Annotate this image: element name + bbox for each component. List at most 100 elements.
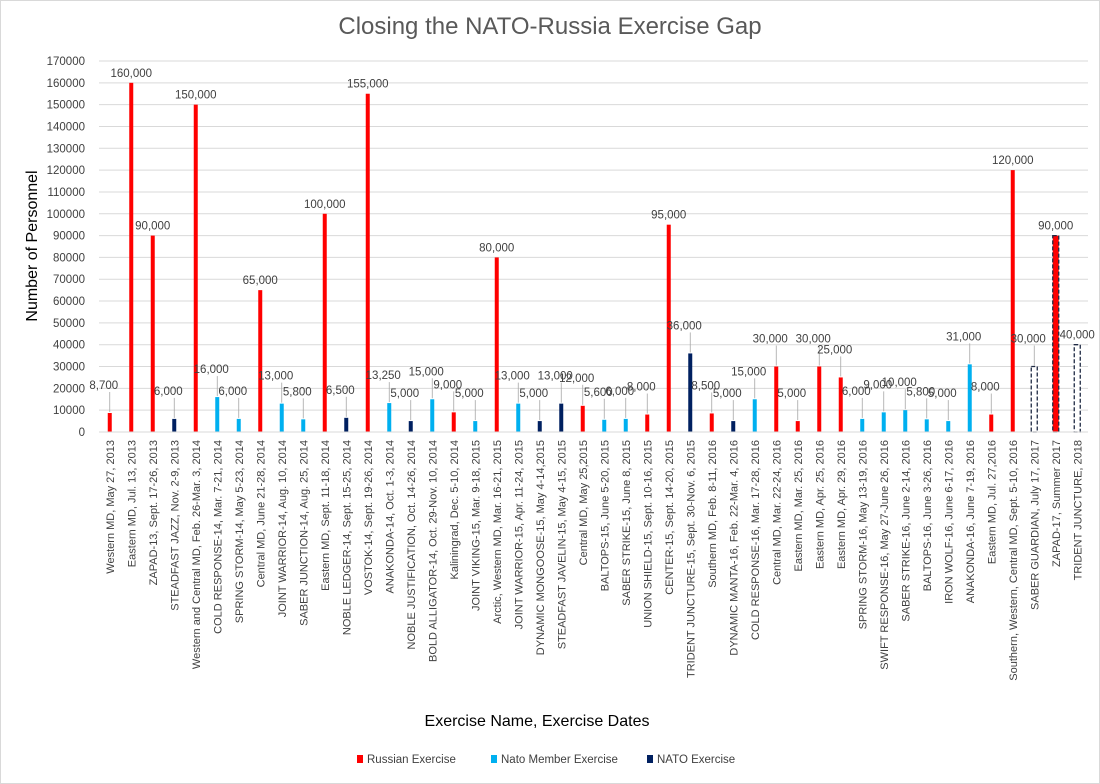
- y-tick-label: 140000: [47, 121, 85, 133]
- data-label: 100,000: [304, 199, 346, 211]
- bar: [322, 213, 327, 432]
- y-tick-label: 40000: [53, 340, 85, 352]
- data-label: 15,000: [731, 366, 766, 378]
- data-label: 150,000: [175, 90, 217, 102]
- bar: [688, 353, 693, 432]
- x-tick-label: ZAPAD-17, Summer 2017: [1051, 440, 1063, 567]
- bar: [559, 403, 564, 432]
- x-tick-label: CENTER-15, Sept. 14-20, 2015: [664, 440, 676, 595]
- data-label: 5,800: [283, 386, 312, 398]
- x-tick-label: SWIFT RESPONSE-16, May 27-June 26, 2016: [879, 440, 891, 670]
- y-tick-label: 100000: [47, 209, 85, 221]
- y-tick-label: 10000: [53, 405, 85, 417]
- data-label: 8,000: [971, 382, 1000, 394]
- data-label: 6,000: [605, 386, 634, 398]
- x-tick-label: SABER STRIKE-15, June 8, 2015: [621, 440, 633, 606]
- x-tick-label: SABER JUNCTION-14, Aug. 25, 2014: [298, 440, 310, 626]
- bar: [537, 421, 542, 432]
- y-tick-label: 160000: [47, 78, 85, 90]
- x-tick-label: Eastern MD, Mar. 25, 2016: [793, 440, 805, 571]
- data-label: 30,000: [753, 334, 788, 346]
- bar: [473, 421, 478, 432]
- data-label: 5,600: [584, 387, 613, 399]
- bar: [817, 366, 822, 432]
- x-tick-label: Southern MD, Feb. 8-11, 2016: [707, 440, 719, 588]
- x-tick-label: STEADFAST JAVELIN-15, May 4-15, 2015: [556, 440, 568, 649]
- bar: [494, 257, 499, 432]
- x-tick-label: ANAKONDA-14, Oct. 1-3, 2014: [384, 440, 396, 593]
- bar: [1073, 344, 1081, 433]
- bar: [645, 414, 650, 432]
- bar: [365, 93, 370, 432]
- bar: [215, 397, 220, 432]
- x-tick-label: Central MD, June 21-28, 2014: [255, 440, 267, 587]
- legend-swatch: [647, 755, 653, 763]
- data-label: 120,000: [992, 155, 1034, 167]
- x-tick-label: ANAKONDA-16, June 7-19, 2016: [965, 440, 977, 603]
- data-label: 6,500: [326, 385, 355, 397]
- x-tick-label: BOLD ALLIGATOR-14, Oct. 29-Nov. 10, 2014: [427, 440, 439, 662]
- x-tick-label: Eastern MD, Sept. 11-18, 2014: [320, 440, 332, 591]
- bar: [731, 421, 736, 432]
- data-label: 8,700: [89, 380, 118, 392]
- bar: [709, 413, 714, 432]
- y-tick-label: 30000: [53, 362, 85, 374]
- bar: [172, 418, 177, 432]
- x-axis-title: Exercise Name, Exercise Dates: [425, 713, 650, 730]
- bar: [236, 418, 241, 432]
- y-tick-label: 0: [79, 427, 85, 439]
- x-tick-label: JOINT VIKING-15, Mar. 9-18, 2015: [470, 440, 482, 611]
- y-axis-ticks: 0 10000 20000 30000 40000 50000 60000 70000 8000…: [47, 56, 85, 439]
- bar: [129, 82, 134, 432]
- x-tick-label: BALTOPS-16, June 3-26, 2016: [922, 440, 934, 591]
- data-label: 36,000: [667, 320, 702, 332]
- x-tick-label: Eastern MD, Jul. 27,2016: [986, 440, 998, 564]
- data-label: 80,000: [479, 242, 514, 254]
- y-tick-label: 20000: [53, 383, 85, 395]
- data-label: 13,000: [538, 371, 573, 383]
- data-label: 9,000: [433, 379, 462, 391]
- data-label: 25,000: [817, 344, 852, 356]
- x-tick-label: IRON WOLF-16, June 6-17, 2016: [943, 440, 955, 604]
- data-label: 13,000: [258, 371, 293, 383]
- bar: [150, 235, 155, 432]
- bar: [795, 421, 800, 432]
- data-label: 6,000: [154, 386, 183, 398]
- y-tick-label: 80000: [53, 252, 85, 264]
- data-label: 5,000: [455, 388, 484, 400]
- data-label: 13,250: [366, 370, 401, 382]
- bar: [301, 419, 306, 432]
- x-tick-label: TRIDENT JUNCTURE-15, Sept. 30-Nov. 6, 20…: [685, 440, 697, 678]
- bar: [881, 412, 886, 432]
- data-label: 5,000: [928, 388, 957, 400]
- label-leader-lines: [109, 332, 1035, 421]
- y-tick-label: 120000: [47, 165, 85, 177]
- bar: [279, 403, 284, 432]
- data-label: 90,000: [135, 221, 170, 233]
- bar: [903, 410, 908, 432]
- data-label: 5,000: [713, 388, 742, 400]
- bar: [1052, 234, 1060, 433]
- data-label: 5,000: [519, 388, 548, 400]
- x-tick-label: STEADFAST JAZZ, Nov. 2-9, 2013: [169, 440, 181, 611]
- y-tick-label: 150000: [47, 100, 85, 112]
- chart-title: Closing the NATO-Russia Exercise Gap: [338, 13, 761, 40]
- x-tick-label: COLD RESPONSE-16, Mar. 17-28, 2016: [750, 440, 762, 640]
- x-tick-label: SABER STRIKE-16, June 2-14, 2016: [900, 440, 912, 622]
- bar: [838, 377, 843, 432]
- x-tick-label: ZAPAD-13, Sept. 17-26, 2013: [148, 440, 160, 585]
- data-label: 31,000: [946, 331, 981, 343]
- x-tick-label: UNION SHIELD-15, Sept. 10-16, 2015: [642, 440, 654, 628]
- x-tick-label: COLD RESPONSE-14, Mar. 7-21, 2014: [212, 440, 224, 634]
- data-label: 65,000: [243, 275, 278, 287]
- bars: [107, 82, 1081, 433]
- data-label: 160,000: [110, 68, 152, 80]
- data-label: 30,000: [796, 334, 831, 346]
- data-label: 6,000: [842, 386, 871, 398]
- bar: [602, 419, 607, 432]
- x-tick-label: Kaliningrad, Dec. 5-10, 2014: [449, 440, 461, 579]
- x-tick-label: Western MD, May 27, 2013: [105, 440, 117, 574]
- data-label: 5,000: [777, 388, 806, 400]
- data-label: 8,000: [627, 382, 656, 394]
- x-tick-label: VOSTOK-14, Sept. 19-26, 2014: [363, 440, 375, 595]
